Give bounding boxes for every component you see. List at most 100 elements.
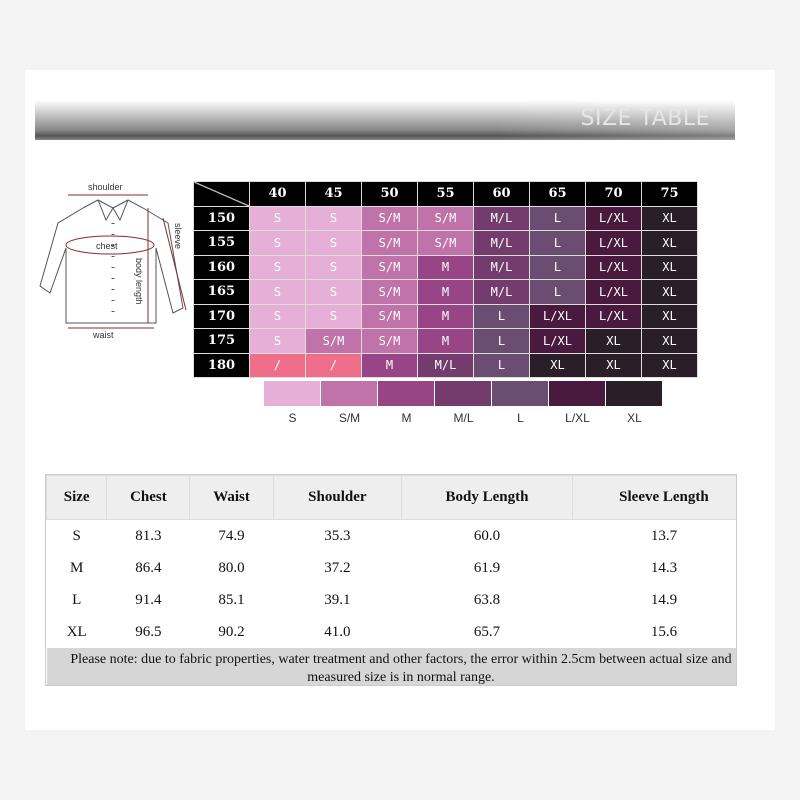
table-cell: 14.9 [650, 591, 678, 608]
column-header: Chest [106, 475, 191, 520]
table-cell: S [72, 527, 81, 544]
size-cell: S/M [361, 303, 418, 329]
column-header: Sleeve Length [571, 475, 736, 520]
size-chart-grid: 40 45 50 55 60 65 70 75 150 S S S/M S/M M/L L L/XL XL 155… [193, 181, 698, 378]
size-cell: S/M [417, 205, 474, 231]
banner: SIZE TABLE [35, 100, 735, 140]
column-header: Waist [189, 475, 274, 520]
color-legend [264, 381, 663, 406]
waist-label: waist [92, 330, 114, 340]
size-cell: L [473, 328, 530, 354]
size-cell: S/M [361, 230, 418, 256]
table-cell: 90.2 [218, 623, 245, 640]
size-cell: S [305, 279, 362, 305]
size-cell: S [249, 205, 306, 231]
size-cell: L/XL [585, 303, 642, 329]
table-cell: 91.4 [135, 591, 162, 608]
size-cell: XL [585, 328, 642, 354]
table-cell: 39.1 [324, 591, 351, 608]
size-cell: L/XL [585, 254, 642, 280]
column-header: Size [46, 475, 108, 520]
size-cell: L [473, 352, 530, 378]
size-cell: XL [585, 352, 642, 378]
table-cell: 41.0 [324, 623, 351, 640]
size-cell: M [417, 279, 474, 305]
size-cell: M [361, 352, 418, 378]
size-cell: M/L [473, 205, 530, 231]
grid-row: 165 S S S/M M M/L L L/XL XL [193, 279, 698, 305]
size-cell: XL [641, 352, 698, 378]
table-row: S 81.3 74.9 35.3 60.0 13.7 [47, 520, 737, 553]
size-cell: XL [641, 303, 698, 329]
table-cell: 63.8 [473, 591, 501, 608]
height-header: 170 [193, 303, 250, 329]
shirt-diagram-icon: shoulder chest waist body length sleeve [39, 182, 187, 340]
table-cell: 85.1 [218, 591, 245, 608]
table-cell: 61.9 [473, 559, 501, 576]
size-cell: L/XL [585, 230, 642, 256]
size-cell: S/M [417, 230, 474, 256]
size-cell: S/M [361, 254, 418, 280]
size-cell: S [249, 230, 306, 256]
table-cell: 15.6 [650, 623, 678, 640]
legend-label: S [288, 411, 297, 425]
size-cell: S [249, 254, 306, 280]
weight-header: 50 [361, 181, 418, 207]
table-cell: 81.3 [135, 527, 162, 544]
size-cell: XL [529, 352, 586, 378]
size-cell: M/L [473, 254, 530, 280]
size-cell: XL [641, 230, 698, 256]
size-cell: S/M [305, 328, 362, 354]
table-cell: 74.9 [218, 527, 245, 544]
weight-header: 75 [641, 181, 698, 207]
height-header: 150 [193, 205, 250, 231]
legend-swatch [321, 381, 377, 406]
legend-label: L/XL [565, 411, 590, 425]
size-cell: S [305, 303, 362, 329]
table-cell: 14.3 [650, 559, 678, 576]
weight-header: 60 [473, 181, 530, 207]
size-cell: M/L [473, 230, 530, 256]
size-cell: L/XL [585, 205, 642, 231]
table-row: M 86.4 80.0 37.2 61.9 14.3 [47, 552, 737, 584]
sleeve-label: sleeve [173, 223, 183, 249]
legend-swatch [264, 381, 320, 406]
size-cell: S [305, 230, 362, 256]
table-cell: 80.0 [218, 559, 245, 576]
size-cell: S/M [361, 279, 418, 305]
size-cell: S [249, 328, 306, 354]
banner-title: SIZE TABLE [580, 106, 710, 131]
table-row: XL 96.5 90.2 41.0 65.7 15.6 [47, 616, 737, 648]
legend-label: M/L [453, 411, 474, 425]
grid-row: 180// M M/L L XL XL XL [193, 352, 698, 378]
weight-header: 40 [249, 181, 306, 207]
grid-row: 160 S S S/M M M/L L L/XL XL [193, 254, 698, 280]
weight-header: 70 [585, 181, 642, 207]
size-cell: XL [641, 328, 698, 354]
grid-row: 155 S S S/M S/M M/L L L/XL XL [193, 230, 698, 256]
size-cell: / [305, 352, 362, 378]
table-cell: 60.0 [473, 527, 501, 544]
size-cell: M [417, 303, 474, 329]
legend-label: M [401, 411, 412, 425]
size-cell: S [305, 205, 362, 231]
body-length-label: body length [134, 258, 144, 305]
size-cell: L [529, 230, 586, 256]
size-cell: M/L [473, 279, 530, 305]
table-cell: 35.3 [324, 527, 351, 544]
grid-header-row: 40 45 50 55 60 65 70 75 [193, 181, 698, 207]
size-cell: XL [641, 254, 698, 280]
column-header: Body Length [401, 475, 573, 520]
table-row: L 91.4 85.1 39.1 63.8 14.9 [47, 584, 737, 616]
legend-swatch [606, 381, 662, 406]
size-cell: S/M [361, 205, 418, 231]
legend-label: S/M [338, 411, 361, 425]
height-header: 180 [193, 352, 250, 378]
size-cell: S [249, 303, 306, 329]
note-row: Please note: due to fabric properties, w… [46, 648, 736, 685]
weight-header: 65 [529, 181, 586, 207]
size-cell: XL [641, 205, 698, 231]
height-header: 160 [193, 254, 250, 280]
measurement-table: Size Chest Waist Shoulder Body Length Sleeve … [45, 474, 737, 686]
size-note: Please note: due to fabric properties, w… [46, 648, 736, 685]
